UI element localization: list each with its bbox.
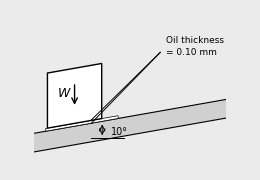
Text: W: W — [58, 87, 71, 100]
Polygon shape — [47, 64, 102, 128]
Text: 10°: 10° — [110, 127, 127, 137]
Text: Oil thickness
= 0.10 mm: Oil thickness = 0.10 mm — [166, 36, 224, 57]
Polygon shape — [24, 98, 236, 153]
Polygon shape — [46, 116, 119, 131]
